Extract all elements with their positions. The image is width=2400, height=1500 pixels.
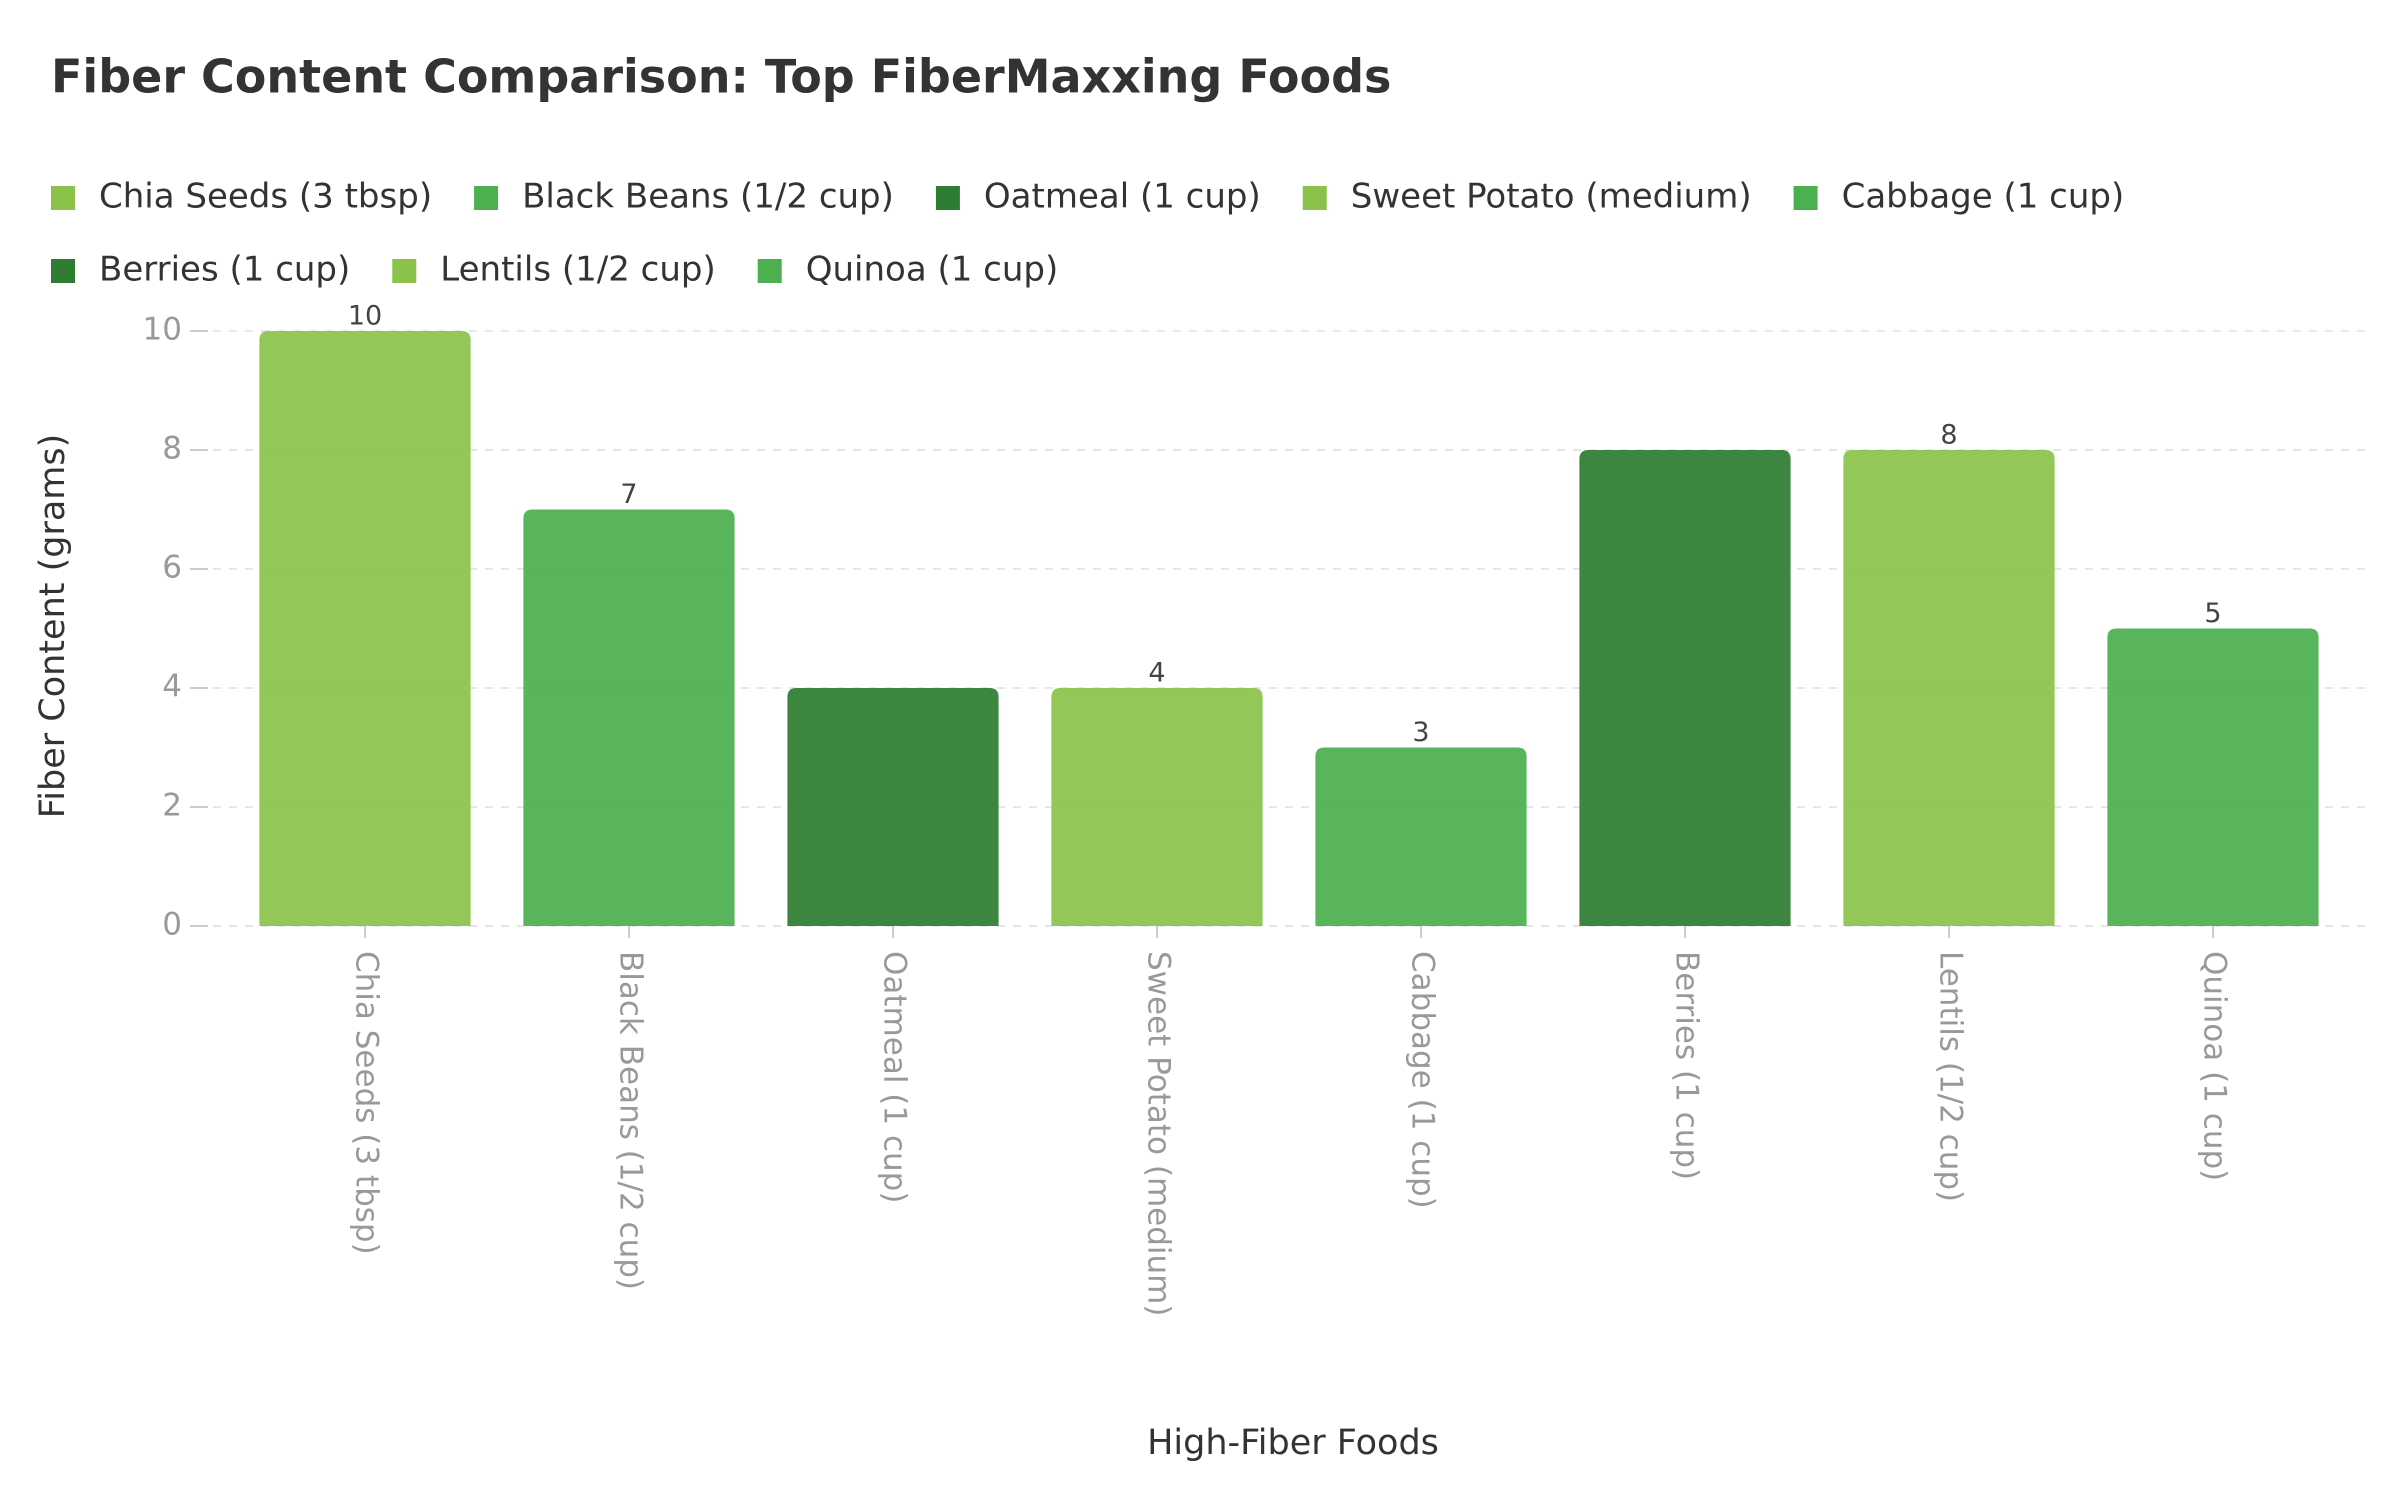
bar — [1051, 688, 1263, 926]
legend-swatch — [51, 259, 75, 283]
legend-label: Oatmeal (1 cup) — [984, 177, 1261, 217]
bar — [259, 331, 471, 926]
y-tick-label: 4 — [162, 669, 182, 705]
bar — [1843, 450, 2055, 926]
legend-label: Quinoa (1 cup) — [806, 250, 1059, 290]
bar — [1315, 747, 1527, 926]
x-axis-label: High-Fiber Foods — [1147, 1423, 1439, 1463]
legend-swatch — [474, 186, 499, 210]
value-label: 8 — [1940, 420, 1957, 451]
x-tick-label: Berries (1 cup) — [1669, 951, 1705, 1180]
value-label: 7 — [620, 479, 637, 510]
x-tick-label: Lentils (1/2 cup) — [1933, 951, 1969, 1202]
legend-swatch — [757, 259, 782, 283]
y-axis-label: Fiber Content (grams) — [33, 434, 73, 819]
legend-label: Lentils (1/2 cup) — [440, 250, 715, 290]
legend-swatch — [51, 186, 75, 210]
y-tick-label: 8 — [162, 431, 182, 467]
y-tick-label: 2 — [162, 788, 182, 824]
bar — [523, 509, 735, 926]
legend-swatch — [1793, 186, 1818, 210]
value-label: 5 — [2204, 598, 2221, 629]
legend-label: Sweet Potato (medium) — [1351, 177, 1752, 217]
x-tick-label: Sweet Potato (medium) — [1141, 951, 1177, 1316]
x-tick-label: Oatmeal (1 cup) — [877, 951, 913, 1203]
y-tick-label: 0 — [162, 907, 182, 943]
x-tick-label: Cabbage (1 cup) — [1405, 951, 1441, 1209]
x-tick-label: Black Beans (1/2 cup) — [613, 951, 649, 1290]
legend-label: Berries (1 cup) — [99, 250, 350, 290]
value-label: 10 — [348, 301, 382, 332]
legend-label: Black Beans (1/2 cup) — [522, 177, 894, 217]
bar — [1579, 450, 1791, 926]
x-tick-label: Chia Seeds (3 tbsp) — [349, 951, 385, 1255]
x-tick-label: Quinoa (1 cup) — [2197, 951, 2233, 1181]
legend-swatch — [935, 186, 960, 210]
legend-swatch — [392, 259, 417, 283]
legend-swatch — [1302, 186, 1327, 210]
chart-title: Fiber Content Comparison: Top FiberMaxxi… — [51, 50, 1391, 104]
legend-label: Cabbage (1 cup) — [1842, 177, 2125, 217]
y-tick-label: 6 — [162, 550, 182, 586]
value-label: 4 — [1148, 658, 1165, 689]
bar — [2107, 628, 2319, 926]
bar — [787, 688, 999, 926]
value-label: 3 — [1412, 717, 1429, 748]
legend-label: Chia Seeds (3 tbsp) — [99, 177, 432, 217]
y-tick-label: 10 — [143, 312, 182, 348]
